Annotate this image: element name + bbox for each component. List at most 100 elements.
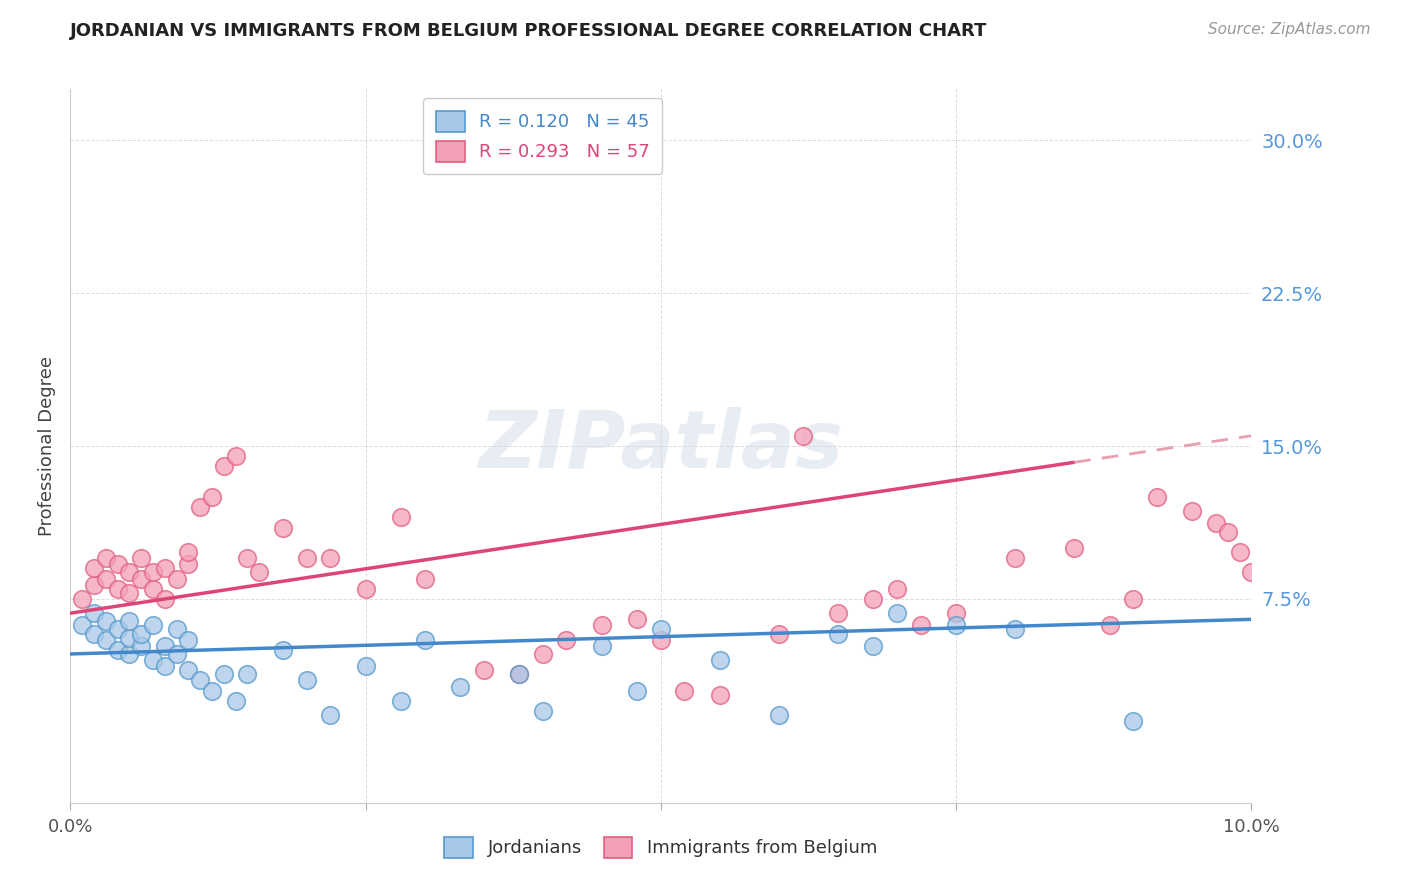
Point [1063,541,1085,555]
Point [212,459,235,474]
Point [142,618,165,632]
Point [166,647,188,661]
Point [413,572,436,586]
Point [225,694,247,708]
Point [591,618,613,632]
Point [319,708,342,723]
Point [1122,591,1144,606]
Point [107,643,129,657]
Point [271,520,294,534]
Text: JORDANIAN VS IMMIGRANTS FROM BELGIUM PROFESSIONAL DEGREE CORRELATION CHART: JORDANIAN VS IMMIGRANTS FROM BELGIUM PRO… [70,22,987,40]
Point [709,688,731,702]
Point [862,591,884,606]
Point [236,551,259,566]
Point [118,586,141,600]
Point [1229,545,1251,559]
Point [107,558,129,572]
Point [910,618,932,632]
Point [177,545,200,559]
Point [673,683,696,698]
Point [295,673,318,688]
Point [1004,551,1026,566]
Point [1216,524,1239,539]
Point [650,632,672,647]
Point [166,572,188,586]
Point [153,561,176,575]
Y-axis label: Professional Degree: Professional Degree [38,356,56,536]
Point [1181,504,1204,518]
Point [107,582,129,596]
Point [709,653,731,667]
Point [271,643,294,657]
Point [319,551,342,566]
Text: Source: ZipAtlas.com: Source: ZipAtlas.com [1208,22,1371,37]
Point [177,663,200,677]
Point [945,606,967,620]
Point [166,623,188,637]
Point [886,606,908,620]
Point [862,639,884,653]
Point [129,626,152,640]
Point [531,704,554,718]
Point [212,667,235,681]
Point [1122,714,1144,729]
Point [83,626,105,640]
Point [768,708,790,723]
Legend: Jordanians, Immigrants from Belgium: Jordanians, Immigrants from Belgium [437,830,884,865]
Point [247,566,270,580]
Point [118,566,141,580]
Point [449,680,471,694]
Point [107,623,129,637]
Point [142,566,165,580]
Point [827,606,849,620]
Point [129,551,152,566]
Point [142,653,165,667]
Point [1251,577,1274,591]
Point [188,500,211,515]
Point [94,572,117,586]
Point [118,615,141,629]
Point [177,558,200,572]
Point [389,694,412,708]
Point [354,659,377,673]
Point [650,623,672,637]
Point [389,510,412,524]
Point [201,490,224,504]
Point [118,631,141,645]
Point [153,639,176,653]
Point [508,667,530,681]
Point [413,632,436,647]
Point [945,618,967,632]
Point [153,591,176,606]
Text: ZIPatlas: ZIPatlas [478,407,844,485]
Point [827,626,849,640]
Point [188,673,211,688]
Point [83,577,105,591]
Point [1205,516,1227,531]
Point [792,429,814,443]
Point [236,667,259,681]
Point [201,683,224,698]
Point [94,632,117,647]
Point [142,582,165,596]
Point [1146,490,1168,504]
Point [83,606,105,620]
Point [94,615,117,629]
Point [1004,623,1026,637]
Point [295,551,318,566]
Point [1098,618,1121,632]
Point [129,639,152,653]
Point [177,632,200,647]
Point [354,582,377,596]
Point [153,659,176,673]
Point [70,618,93,632]
Point [70,591,93,606]
Point [94,551,117,566]
Point [83,561,105,575]
Point [129,572,152,586]
Point [225,449,247,463]
Point [118,647,141,661]
Point [886,582,908,596]
Point [591,639,613,653]
Point [1240,566,1263,580]
